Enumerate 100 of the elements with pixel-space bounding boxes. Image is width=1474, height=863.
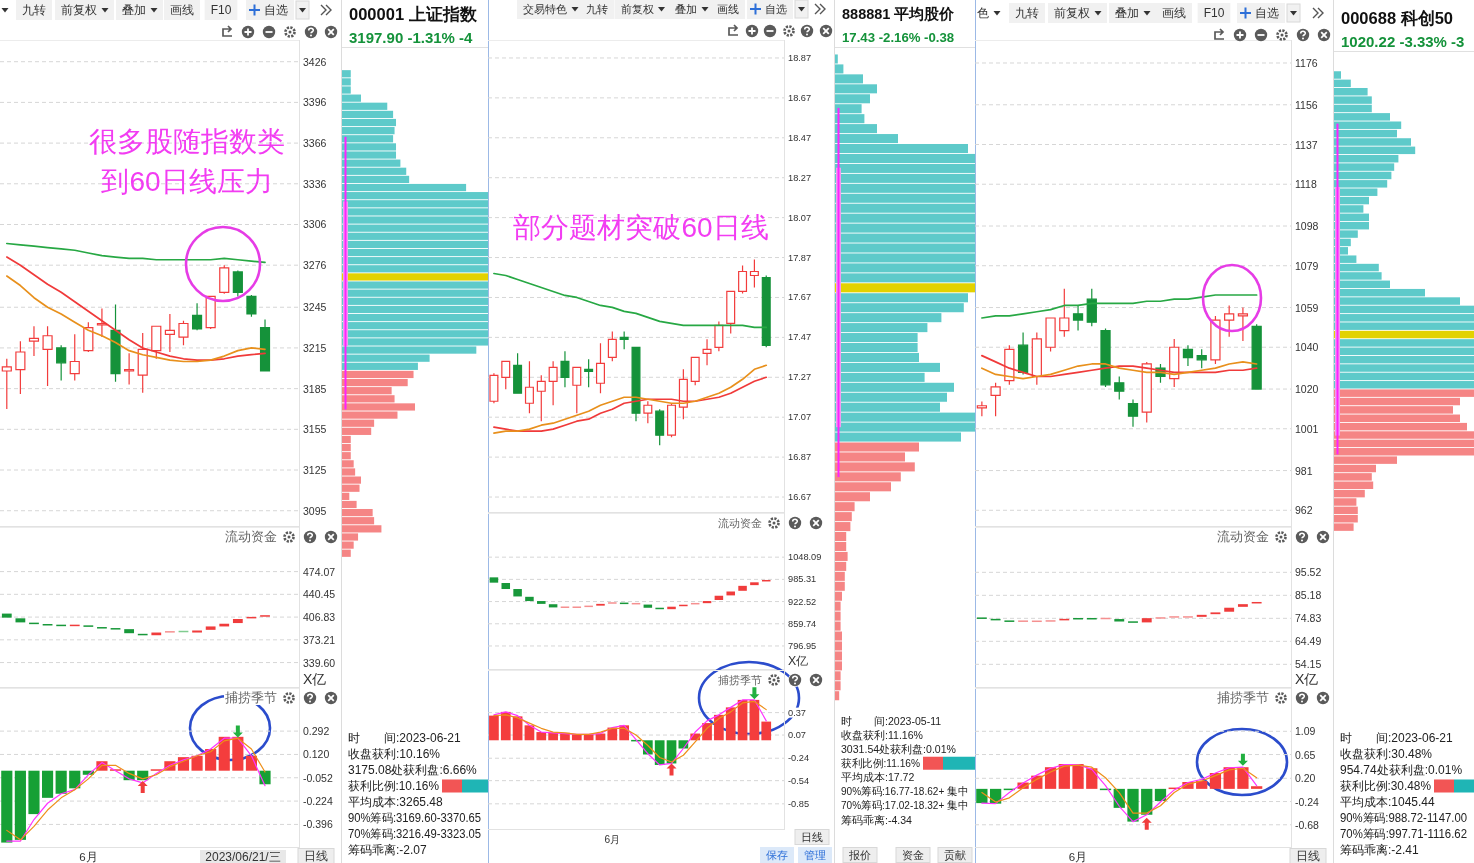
y-tick-label: 54.15 [1295, 658, 1322, 671]
bar [489, 577, 499, 583]
bar [761, 721, 772, 741]
y-tick-label: 18.07 [788, 212, 812, 223]
y-tick-label: -0.224 [303, 795, 333, 808]
text: 获利比例:10.16% [348, 779, 441, 793]
bar [1141, 788, 1153, 815]
text: 管理 [804, 849, 826, 861]
text: 九转 [1015, 6, 1039, 20]
y-tick-label: 373.21 [303, 633, 336, 646]
line-series [493, 272, 768, 329]
annotation: 部分题材突破60日线 [513, 211, 769, 243]
bar [1237, 604, 1248, 607]
bar [205, 626, 216, 630]
bar [500, 711, 511, 741]
text: 平均成本:1045.44 [1340, 795, 1436, 809]
y-tick-label: 1048.09 [788, 552, 822, 563]
y-tick-label: 3306 [303, 218, 327, 231]
candlestick [501, 360, 511, 390]
text: 筹码乖离:-2.41 [1340, 843, 1420, 857]
y-tick-label: 1001 [1295, 422, 1319, 435]
y-tick-label: 17.87 [788, 252, 812, 263]
candlestick [667, 402, 677, 438]
bar [232, 736, 244, 771]
text: 前复权 [61, 3, 97, 17]
text: 获利比例:30.48% [1340, 779, 1433, 793]
chart-title: 捕捞季节 [718, 674, 762, 686]
text: 保存 [766, 849, 788, 861]
y-tick-label: 1176 [1295, 56, 1318, 69]
text: 叠加 [122, 3, 146, 17]
bar [536, 732, 547, 741]
text: 收盘获利:30.48% [1340, 747, 1433, 761]
text: 九转 [586, 3, 608, 15]
y-tick-label: 981 [1295, 464, 1313, 477]
y-tick-label: 859.74 [788, 618, 817, 629]
text: 日线 [304, 849, 328, 863]
bar [1114, 619, 1125, 622]
bar [738, 585, 747, 591]
text: 自选 [765, 3, 787, 15]
x-tick-label: 6月 [1068, 851, 1088, 863]
text: 时 间:2023-06-21 [1340, 731, 1454, 745]
text: 画线 [1162, 6, 1186, 20]
text: 954.74处获利盘:0.01% [1340, 763, 1463, 777]
bar [1141, 618, 1152, 623]
y-tick-label: 796.95 [788, 640, 817, 651]
text: 前复权 [620, 3, 654, 15]
y-tick-label: 1156 [1295, 98, 1318, 111]
y-axis-title: X亿 [788, 654, 809, 668]
y-tick-label: 17.27 [788, 372, 812, 383]
candlestick [655, 408, 665, 446]
text: 收盘获利:10.16% [348, 747, 441, 761]
candlestick [178, 320, 189, 346]
candlestick [513, 352, 523, 394]
line-series [5, 242, 266, 264]
text: 平均成本:3265.48 [348, 795, 444, 809]
candlestick [1196, 348, 1207, 369]
candlestick [219, 264, 230, 295]
chart-title: 000688 科创50 [1341, 9, 1453, 27]
text: F10 [210, 3, 232, 17]
candlestick [232, 270, 243, 297]
candlestick [976, 400, 987, 417]
bar [218, 736, 230, 771]
y-tick-label: 0.120 [303, 748, 330, 761]
bar [513, 589, 522, 597]
candlestick [164, 313, 175, 353]
text: 时 间:2023-06-21 [348, 731, 462, 745]
bar [55, 770, 67, 794]
y-tick-label: 1059 [1295, 301, 1319, 314]
candlestick [246, 294, 257, 318]
candlestick [595, 342, 605, 394]
bar [232, 619, 243, 624]
y-tick-label: -0.052 [303, 771, 333, 784]
bar [205, 749, 217, 771]
bar [28, 770, 40, 815]
bar [1, 613, 12, 618]
y-tick-label: 474.07 [303, 565, 336, 578]
y-tick-label: 1.09 [1295, 725, 1316, 738]
bar [191, 755, 203, 771]
text: 画线 [170, 3, 194, 17]
candlestick [584, 358, 594, 388]
y-axis-title: X亿 [1295, 671, 1319, 687]
text: 前复权 [1054, 6, 1090, 20]
text: 收盘获利:11.16% [841, 729, 923, 742]
y-tick-label: 3215 [303, 341, 327, 354]
candlestick [1072, 304, 1084, 332]
bar [835, 283, 975, 293]
y-tick-label: 17.67 [788, 292, 812, 303]
candlestick [15, 340, 26, 395]
candlestick [643, 400, 653, 424]
candlestick [1017, 332, 1029, 376]
y-tick-label: 3426 [303, 55, 327, 68]
text: 叠加 [675, 3, 697, 15]
candlestick [1, 358, 12, 410]
candlestick [548, 360, 558, 406]
y-tick-label: 0.20 [1295, 772, 1316, 785]
bar [489, 715, 499, 741]
text: 自选 [264, 3, 288, 17]
chart-title: 捕捞季节 [225, 691, 277, 705]
text: 70%筹码:17.02-18.32+ 集中 [841, 799, 975, 812]
text: 日线 [801, 831, 823, 843]
